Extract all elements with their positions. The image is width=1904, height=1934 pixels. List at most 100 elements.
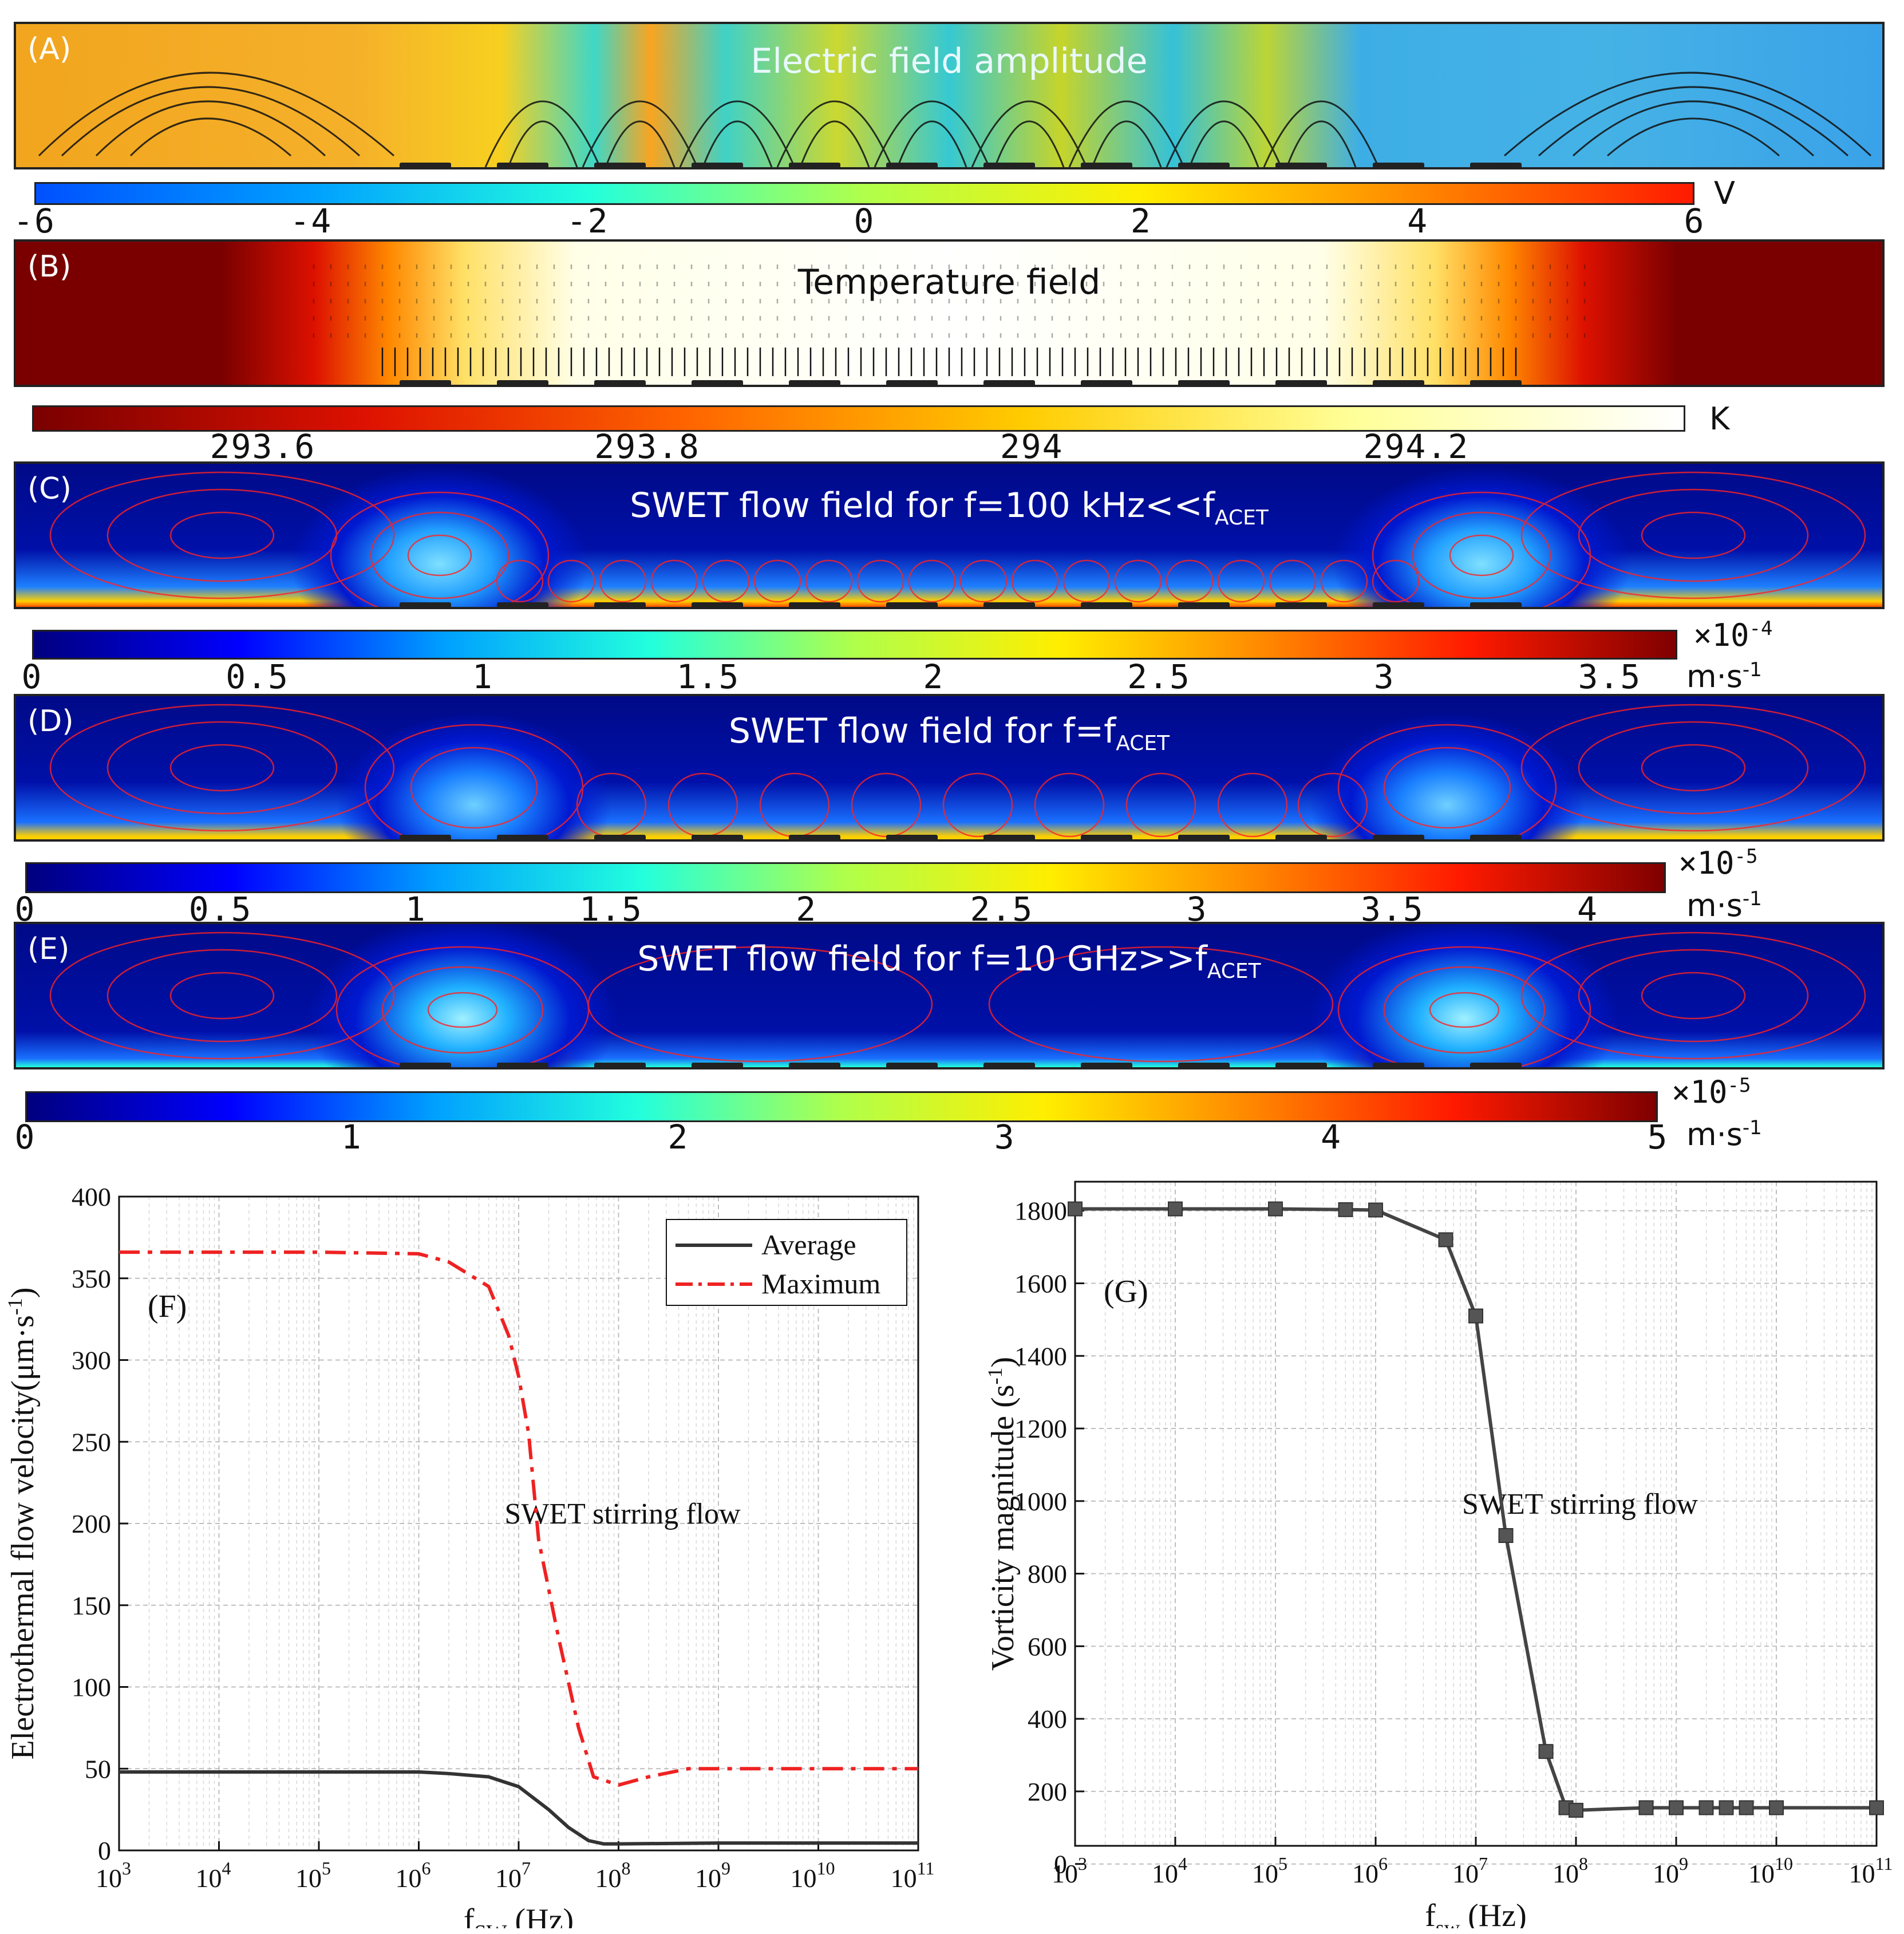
colorbar-tick-label: 293.6 [210, 427, 316, 466]
data-point [1498, 1528, 1514, 1544]
panel-e-unit: m·s-1 [1686, 1116, 1762, 1152]
x-tick-label: 108 [595, 1858, 631, 1893]
colorbar-tick-label: -6 [13, 202, 56, 240]
y-tick-label: 150 [72, 1591, 111, 1620]
y-tick-label: 350 [72, 1264, 111, 1293]
x-tick-label: 109 [1653, 1853, 1688, 1888]
x-axis-label: fsw (Hz) [1425, 1898, 1526, 1928]
panel-label: (G) [1104, 1274, 1148, 1309]
panel-d-flow-field: (D) SWET flow field for f=fACET [14, 694, 1885, 842]
data-point [1068, 1201, 1083, 1217]
colorbar-tick-label: 3 [1373, 657, 1395, 696]
x-tick-label: 106 [1352, 1853, 1388, 1888]
panel-a-field-lines [38, 72, 1872, 167]
panel-a-title: Electric field amplitude [750, 41, 1148, 81]
y-tick-label: 1200 [1014, 1414, 1067, 1443]
legend-label: Maximum [761, 1268, 880, 1300]
x-tick-label: 106 [396, 1858, 431, 1893]
panel-label: (F) [148, 1289, 187, 1324]
series-line-maximum [119, 1250, 918, 1787]
colorbar-tick-label: -2 [566, 202, 609, 240]
series-line-average [119, 1770, 918, 1846]
data-point [1468, 1308, 1483, 1324]
panel-a-unit: V [1714, 175, 1735, 211]
panel-c-unit: m·s-1 [1686, 658, 1762, 694]
colorbar-tick-label: 1 [472, 657, 493, 696]
x-tick-label: 107 [1452, 1853, 1488, 1888]
panel-e-multiplier: ×10-5 [1672, 1074, 1751, 1110]
panel-c-title: SWET flow field for f=100 kHz<<fACET [630, 486, 1269, 530]
data-point [1638, 1800, 1654, 1815]
data-point [1368, 1202, 1383, 1218]
data-point [1719, 1800, 1734, 1815]
colorbar-tick-label: 0.5 [226, 657, 290, 696]
y-tick-label: 200 [72, 1509, 111, 1538]
x-tick-label: 1011 [1849, 1853, 1893, 1888]
data-point [1739, 1800, 1754, 1815]
x-tick-label: 108 [1553, 1853, 1588, 1888]
panel-d-colorbar [25, 862, 1666, 893]
panel-a-electric-field: (A) Electric field amplitude [14, 22, 1885, 169]
panel-e-streamlines [49, 932, 1866, 1067]
y-tick-label: 100 [72, 1673, 111, 1702]
colorbar-tick-label: 293.8 [594, 427, 700, 466]
panel-c-colorbar [32, 630, 1677, 660]
data-point [1268, 1201, 1283, 1217]
legend-label: Average [761, 1229, 856, 1261]
y-axis-label: Vorticity magnitude (s-1) [983, 1357, 1021, 1671]
x-tick-label: 109 [695, 1858, 730, 1893]
colorbar-tick-label: 5 [1647, 1118, 1669, 1157]
panel-e-label: (E) [27, 932, 70, 966]
panel-a-label: (A) [27, 32, 72, 66]
y-tick-label: 0 [1054, 1850, 1067, 1879]
colorbar-tick-label: 0 [14, 1118, 36, 1157]
y-tick-label: 800 [1028, 1560, 1067, 1589]
panel-c-label: (C) [27, 472, 72, 506]
panel-d-label: (D) [27, 704, 74, 739]
annotation: SWET stirring flow [504, 1498, 741, 1530]
colorbar-tick-label: -4 [290, 202, 333, 240]
data-point [1869, 1800, 1884, 1815]
y-tick-label: 200 [1028, 1777, 1067, 1806]
data-point [1569, 1802, 1583, 1818]
panel-c-streamlines [49, 471, 1866, 607]
annotation: SWET stirring flow [1462, 1488, 1698, 1521]
panel-b-label: (B) [27, 250, 72, 284]
y-tick-label: 1800 [1014, 1197, 1067, 1226]
y-tick-label: 0 [98, 1836, 111, 1865]
y-tick-label: 300 [72, 1346, 111, 1375]
panel-b-colorbar [32, 405, 1685, 432]
panel-b-temperature-field: (B) Temperature field [14, 239, 1885, 387]
colorbar-tick-label: 1 [341, 1118, 362, 1157]
colorbar-tick-label: 3 [994, 1118, 1016, 1157]
colorbar-tick-label: 0 [21, 657, 43, 696]
y-tick-label: 1000 [1014, 1487, 1067, 1516]
colorbar-tick-label: 294 [1000, 427, 1064, 466]
panel-c-flow-field: (C) SWET flow field for f=100 kHz<<fACET [14, 461, 1885, 609]
y-tick-label: 400 [72, 1182, 111, 1211]
data-point [1338, 1202, 1353, 1217]
colorbar-tick-label: 6 [1684, 202, 1705, 240]
x-tick-label: 1010 [1748, 1853, 1793, 1888]
legend-box [666, 1219, 907, 1306]
colorbar-tick-label: 4 [1321, 1118, 1342, 1157]
panel-d-multiplier: ×10-5 [1678, 845, 1758, 881]
x-tick-label: 104 [196, 1858, 231, 1893]
panel-b-unit: K [1709, 401, 1730, 437]
panel-e-title: SWET flow field for f=10 GHz>>fACET [637, 939, 1261, 983]
panel-b-title: Temperature field [797, 262, 1101, 302]
colorbar-tick-label: 2 [923, 657, 945, 696]
y-tick-label: 1600 [1014, 1269, 1067, 1298]
panel-c-multiplier: ×10-4 [1693, 617, 1773, 653]
panel-a-colorbar [34, 182, 1694, 205]
data-point [1538, 1744, 1554, 1759]
y-tick-label: 600 [1028, 1632, 1067, 1661]
x-tick-label: 107 [495, 1858, 531, 1893]
colorbar-tick-label: 294.2 [1363, 427, 1470, 466]
panel-d-title: SWET flow field for f=fACET [728, 711, 1170, 755]
y-tick-label: 250 [72, 1427, 111, 1457]
colorbar-tick-label: 3.5 [1578, 657, 1642, 696]
colorbar-tick-label: 4 [1407, 202, 1429, 240]
data-point [1698, 1800, 1714, 1815]
x-tick-label: 1010 [791, 1858, 835, 1893]
